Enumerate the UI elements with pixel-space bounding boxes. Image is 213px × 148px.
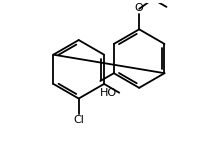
- Text: O: O: [135, 3, 144, 13]
- Text: HO: HO: [100, 88, 117, 98]
- Text: Cl: Cl: [73, 115, 84, 125]
